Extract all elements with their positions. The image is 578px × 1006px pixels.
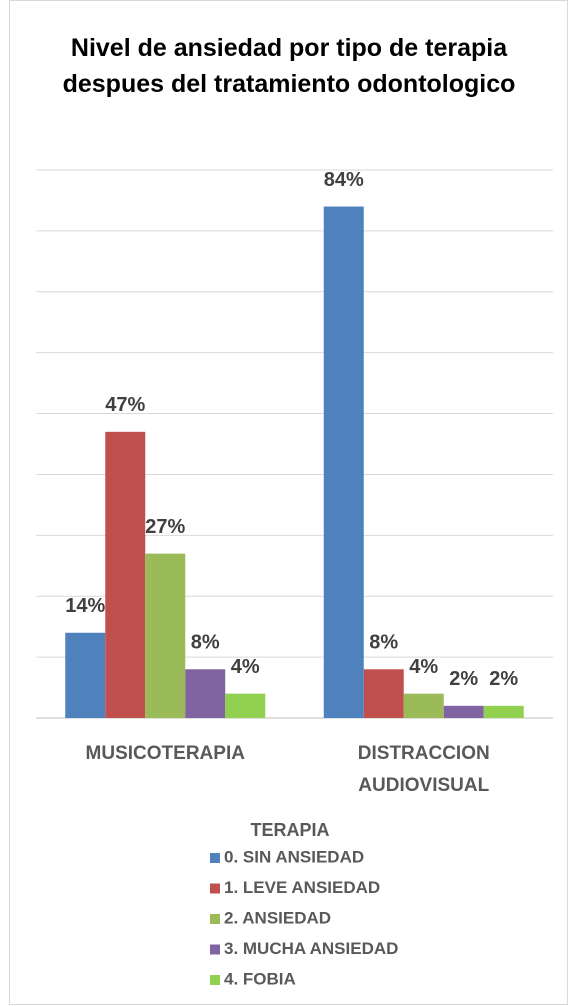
legend-swatch bbox=[210, 883, 220, 894]
bar bbox=[225, 693, 266, 718]
chart-border bbox=[9, 0, 568, 1005]
legend-label: 1. LEVE ANSIEDAD bbox=[224, 878, 380, 897]
data-label: 27% bbox=[145, 516, 185, 538]
data-label: 4% bbox=[231, 656, 260, 678]
bar bbox=[105, 431, 146, 718]
legend-swatch bbox=[210, 914, 220, 924]
data-label: 4% bbox=[409, 656, 438, 678]
legend-swatch bbox=[210, 853, 220, 863]
legend-swatch bbox=[210, 944, 220, 955]
legend-label: 0. SIN ANSIEDAD bbox=[224, 847, 364, 866]
data-label: 2% bbox=[489, 668, 518, 690]
bar bbox=[323, 206, 364, 719]
bar bbox=[65, 632, 106, 718]
bar bbox=[483, 705, 524, 718]
chart-title: Nivel de ansiedad por tipo de terapia de… bbox=[62, 34, 516, 98]
legend-swatch bbox=[210, 975, 220, 985]
legend-label: 2. ANSIEDAD bbox=[224, 908, 331, 927]
data-label: 47% bbox=[105, 394, 145, 416]
x-tick-label: MUSICOTERAPIA bbox=[85, 743, 245, 764]
data-label: 2% bbox=[449, 668, 478, 690]
bar bbox=[443, 705, 484, 718]
bar bbox=[145, 553, 186, 718]
bar bbox=[403, 693, 444, 718]
bar bbox=[185, 669, 226, 718]
data-label: 14% bbox=[65, 595, 105, 617]
legend-label: 3. MUCHA ANSIEDAD bbox=[224, 939, 398, 958]
x-tick-label: DISTRACCION AUDIOVISUAL bbox=[357, 743, 490, 796]
bar bbox=[363, 669, 404, 718]
data-label: 8% bbox=[191, 632, 220, 654]
legend-label: 4. FOBIA bbox=[224, 969, 296, 988]
x-axis-title: TERAPIA bbox=[250, 820, 330, 840]
data-label: 8% bbox=[369, 632, 398, 654]
data-label: 84% bbox=[324, 169, 364, 191]
